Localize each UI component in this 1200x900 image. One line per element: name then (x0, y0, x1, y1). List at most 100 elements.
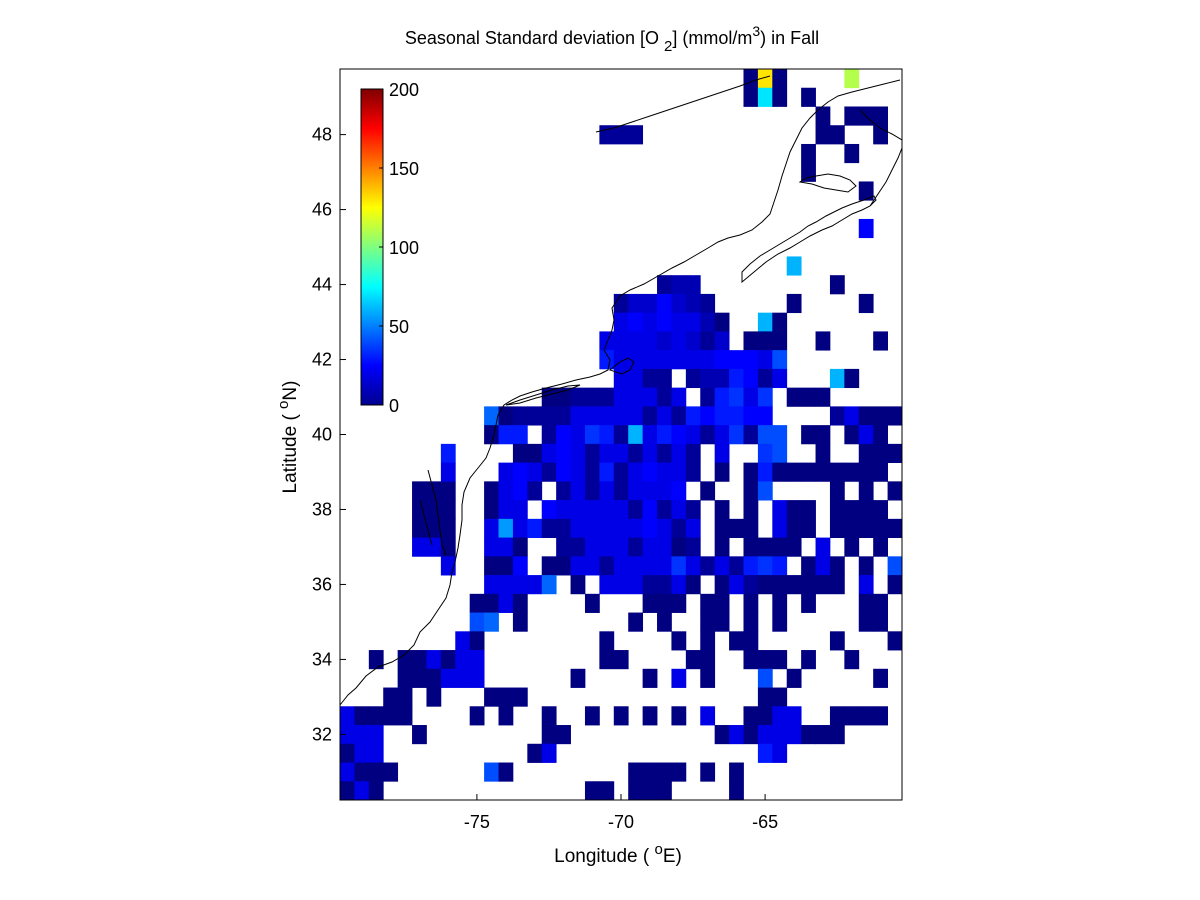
heatmap-cell (743, 556, 759, 576)
heatmap-cell (743, 725, 759, 745)
heatmap-cell (729, 725, 744, 745)
heatmap-cell (743, 631, 759, 651)
heatmap-cell (512, 556, 528, 576)
heatmap-cell (628, 556, 644, 576)
heatmap-cell (657, 293, 672, 314)
heatmap-cell (599, 350, 615, 370)
heatmap-cell (844, 406, 860, 426)
heatmap-cell (628, 387, 644, 407)
heatmap-cell (527, 443, 543, 464)
heatmap-cell (527, 743, 543, 763)
heatmap-cell (599, 406, 615, 426)
y-tick-label: 36 (312, 574, 332, 594)
heatmap-cell (426, 518, 442, 538)
heatmap-cell (628, 612, 644, 632)
heatmap-cell (354, 781, 370, 800)
title-part-pre: Seasonal Standard deviation [O (405, 28, 664, 48)
heatmap-cell (484, 537, 499, 557)
heatmap-cell (671, 312, 687, 332)
heatmap-cell (772, 425, 788, 445)
coastline-st-lawrence-river (595, 75, 771, 133)
heatmap-cell (858, 406, 874, 426)
heatmap-cell (657, 462, 672, 482)
heatmap-cell (584, 706, 600, 726)
heatmap-cell (757, 406, 773, 426)
heatmap-cell (743, 593, 759, 613)
x-ticks: -75 -70 -65 (464, 794, 778, 832)
heatmap-cell (628, 293, 644, 314)
heatmap-cell (743, 462, 759, 482)
heatmap-cell (570, 406, 586, 426)
heatmap-cell (613, 350, 629, 370)
heatmap-cell (628, 425, 644, 445)
heatmap-cell (657, 781, 672, 800)
heatmap-cell (873, 406, 888, 426)
heatmap-cell (613, 650, 629, 670)
heatmap-cell (772, 312, 788, 332)
heatmap-cell (729, 556, 744, 576)
heatmap-cell (340, 706, 355, 726)
heatmap-cell (757, 443, 773, 464)
heatmap-cell (743, 537, 759, 557)
heatmap-cell (599, 781, 615, 800)
coastline (340, 75, 902, 706)
heatmap-cell (729, 387, 744, 407)
heatmap-cell (570, 387, 586, 407)
heatmap-cell (757, 687, 773, 707)
x-axis-title-pre: Longitude ( (554, 846, 654, 867)
heatmap-cell (527, 481, 543, 501)
heatmap-cell (628, 125, 644, 145)
heatmap-cell (671, 556, 687, 576)
heatmap-cell (383, 687, 399, 707)
heatmap-cell (743, 350, 759, 370)
heatmap-cell (685, 350, 701, 370)
heatmap-cell (873, 425, 888, 445)
heatmap-cell (685, 293, 701, 314)
heatmap-cell (584, 462, 600, 482)
heatmap-cell (873, 462, 888, 482)
heatmap-cell (556, 387, 571, 407)
heatmap-cell (484, 762, 499, 782)
heatmap-cell (671, 575, 687, 595)
heatmap-cell (469, 650, 485, 670)
heatmap-cell (498, 575, 514, 595)
heatmap-cell (512, 443, 528, 464)
heatmap-cell (498, 687, 514, 707)
heatmap-cell (657, 537, 672, 557)
heatmap-cell (541, 575, 557, 595)
heatmap-cell (786, 537, 802, 557)
heatmap-cell (584, 518, 600, 538)
heatmap-cell (772, 518, 788, 538)
heatmap-cell (714, 593, 730, 613)
heatmap-cell (685, 537, 701, 557)
heatmap-cell (786, 387, 802, 407)
heatmap-cell (354, 725, 370, 745)
heatmap-cell (455, 668, 471, 688)
heatmap-cell (772, 331, 788, 351)
heatmap-cell (628, 518, 644, 538)
heatmap-cell (772, 575, 788, 595)
heatmap-cell (829, 518, 845, 538)
heatmap-cell (642, 706, 658, 726)
coastline-us-east (340, 79, 901, 706)
heatmap-cell (642, 312, 658, 332)
heatmap-cell (829, 575, 845, 595)
heatmap-cell (685, 331, 701, 351)
heatmap-cell (714, 556, 730, 576)
heatmap-cell (642, 425, 658, 445)
heatmap-cell (873, 668, 888, 688)
heatmap-cell (642, 331, 658, 351)
heatmap-cell (642, 593, 658, 613)
heatmap-cell (657, 556, 672, 576)
heatmap-cell (484, 406, 499, 426)
heatmap-cell (887, 443, 902, 464)
heatmap-cell (671, 406, 687, 426)
heatmap-cell (613, 368, 629, 389)
heatmap-cell (426, 500, 442, 520)
heatmap-cell (671, 518, 687, 538)
heatmap-cell (527, 518, 543, 538)
heatmap-cell (642, 537, 658, 557)
heatmap-cell (801, 87, 816, 107)
heatmap-cell (844, 462, 860, 482)
